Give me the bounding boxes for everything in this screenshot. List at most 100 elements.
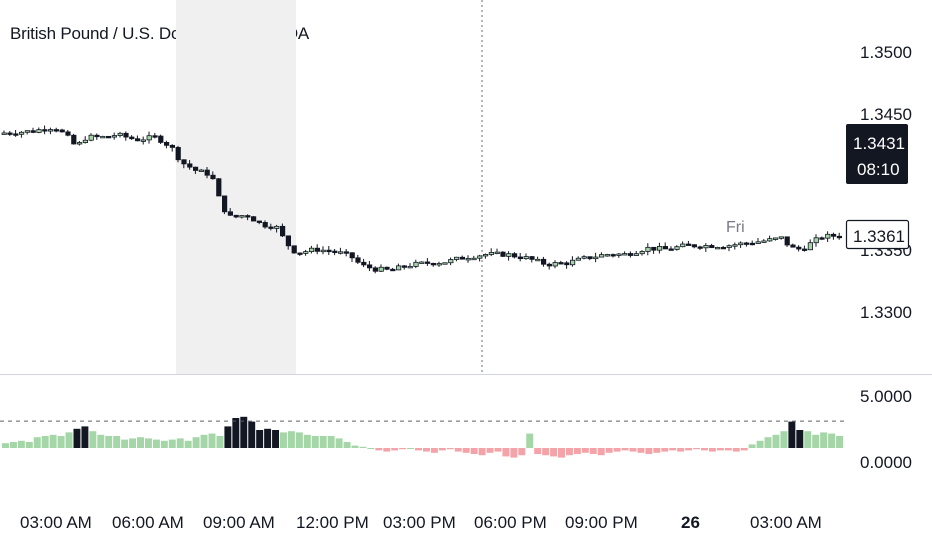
histogram-bar <box>367 448 375 449</box>
histogram-bar <box>661 448 669 452</box>
candle-bear <box>216 178 222 197</box>
histogram-bar <box>534 448 542 454</box>
candle-bull <box>755 241 761 244</box>
histogram-bar <box>232 418 240 448</box>
candle-bear <box>512 253 518 258</box>
candle-bull <box>448 259 454 264</box>
candle-bull <box>1 132 7 135</box>
histogram-bar <box>9 442 17 448</box>
candle-bull <box>308 247 315 253</box>
candle-bull <box>726 245 732 248</box>
candle-bear <box>384 266 390 270</box>
candle-bear <box>546 263 553 267</box>
histogram-bar <box>677 448 685 452</box>
current-price-label-bg <box>845 219 910 250</box>
candle-bear <box>152 135 158 138</box>
histogram-series <box>2 416 843 458</box>
candle-bear <box>192 166 199 171</box>
histogram-bar <box>510 448 518 458</box>
candle-bear <box>291 245 297 254</box>
candle-bull <box>674 246 680 250</box>
histogram-bar <box>693 448 701 450</box>
candle-bull <box>82 139 88 143</box>
candle-bear <box>187 163 193 168</box>
histogram-bar <box>629 448 637 452</box>
histogram-bar <box>343 442 351 448</box>
candle-bull <box>18 131 25 135</box>
histogram-bar <box>605 448 613 453</box>
histogram-bar <box>558 448 565 458</box>
histogram-bar <box>780 431 788 448</box>
histogram-bar <box>383 448 391 452</box>
candle-bull <box>645 246 651 252</box>
histogram-bar <box>224 426 232 448</box>
histogram-bar <box>152 439 160 448</box>
candle-bull <box>535 258 541 262</box>
histogram-bar <box>57 436 65 448</box>
candle-bear <box>343 251 350 254</box>
candle-bear <box>279 225 286 237</box>
histogram-bar <box>645 448 653 454</box>
candle-bear <box>709 245 715 249</box>
candle-bull <box>465 258 471 261</box>
histogram-bar <box>764 437 772 448</box>
candle-bull <box>633 253 640 256</box>
time-axis[interactable]: 03:00 AM 06:00 AM 09:00 AM 12:00 PM 03:0… <box>20 513 822 532</box>
candle-bear <box>668 248 674 251</box>
last-price-countdown: 08:10 <box>857 160 900 179</box>
time-label: 06:00 PM <box>474 513 547 532</box>
histogram-bar <box>589 448 597 454</box>
histogram-bar <box>351 445 359 448</box>
histogram-bar <box>653 448 661 453</box>
candle-bear <box>204 169 210 176</box>
histogram-bar <box>264 428 272 448</box>
histogram-bar <box>470 448 478 454</box>
candle-bull <box>453 256 460 260</box>
candle-bull <box>320 249 326 253</box>
histogram-bar <box>319 436 327 448</box>
histogram-bar <box>121 439 129 448</box>
candle-bear <box>326 249 332 253</box>
candle-bear <box>819 237 825 240</box>
histogram-bar <box>502 448 510 457</box>
histogram-bar <box>756 440 764 448</box>
candle-bear <box>500 251 506 257</box>
candle-bull <box>419 261 425 264</box>
candle-bear <box>390 268 396 272</box>
candle-bear <box>749 242 756 246</box>
candle-bear <box>587 256 593 260</box>
session-highlight <box>176 0 296 374</box>
candle-bear <box>233 214 239 218</box>
candle-bear <box>13 133 19 136</box>
histogram-bar <box>438 448 446 451</box>
histogram-bar <box>97 434 105 448</box>
price-tick-label: 1.3500 <box>860 43 912 62</box>
histogram-bar <box>724 448 732 451</box>
candle-bull <box>24 130 31 133</box>
histogram-bar <box>613 448 621 452</box>
candle-bull <box>488 251 495 255</box>
candle-bear <box>424 261 431 264</box>
candle-bear <box>831 233 837 237</box>
candle-bull <box>639 251 645 255</box>
candle-bear <box>221 195 228 213</box>
candle-bull <box>407 265 413 269</box>
histogram-bar <box>208 433 216 448</box>
histogram-bar <box>287 431 295 448</box>
candle-bear <box>181 159 187 165</box>
candle-bear <box>628 253 634 256</box>
candle-bull <box>622 253 628 256</box>
histogram-bar <box>137 437 144 448</box>
candle-bull <box>48 129 54 132</box>
histogram-bar <box>581 448 589 453</box>
candle-bull <box>767 238 773 242</box>
candle-bull <box>117 132 123 136</box>
histogram-bar <box>176 438 184 448</box>
candle-bear <box>541 258 547 265</box>
histogram-bar <box>303 434 311 448</box>
candle-bull <box>395 265 402 271</box>
histogram-bar <box>621 448 629 451</box>
histogram-bar <box>701 448 708 451</box>
candle-bull <box>581 256 587 259</box>
